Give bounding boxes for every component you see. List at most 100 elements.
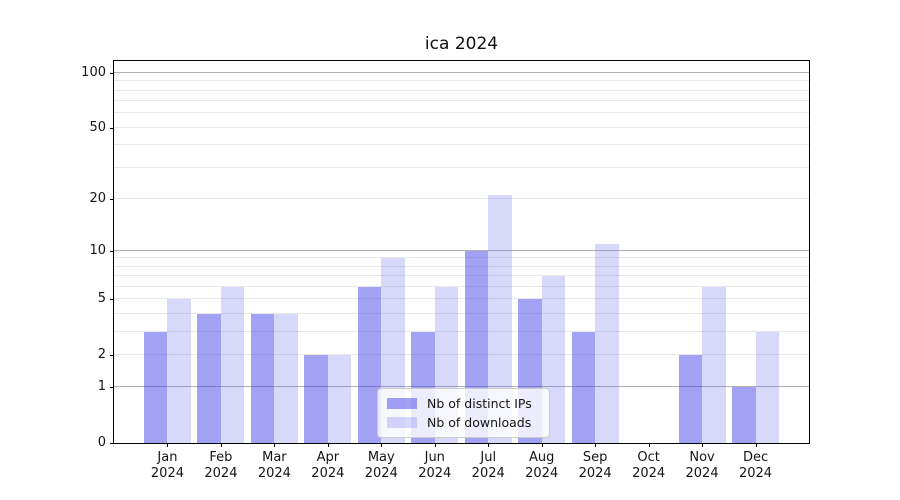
x-tick-jun <box>434 443 436 447</box>
gridline-major-1 <box>114 386 809 388</box>
legend-row-downloads: Nb of downloads <box>387 415 540 430</box>
bar-downloads-apr <box>327 354 352 443</box>
y-tick-label-20: 20 <box>89 190 106 206</box>
gridline-minor-3 <box>114 330 809 332</box>
bar-ips-dec <box>732 387 756 443</box>
bar-downloads-dec <box>755 331 780 443</box>
x-tick-sep <box>595 443 597 447</box>
year-label: 2024 <box>738 466 773 481</box>
x-tick-dec <box>755 443 757 447</box>
gridline-minor-2 <box>114 353 809 355</box>
y-tick-1 <box>110 387 114 389</box>
year-label: 2024 <box>311 466 345 481</box>
month-label: Aug <box>528 450 555 465</box>
bar-downloads-jul <box>488 195 512 443</box>
x-tick-label-apr: Apr 2024 <box>286 450 370 482</box>
year-label: 2024 <box>632 466 666 481</box>
legend: Nb of distinct IPs Nb of downloads <box>377 388 550 438</box>
legend-row-distinct-ips: Nb of distinct IPs <box>387 396 540 411</box>
x-tick-label-dec: Dec 2024 <box>714 450 798 482</box>
x-tick-apr <box>327 443 329 447</box>
bar-downloads-jan <box>167 299 191 443</box>
gridline-minor-50 <box>114 126 809 128</box>
y-tick-100 <box>110 72 114 74</box>
bar-downloads-nov <box>702 286 726 443</box>
gridline-minor-5 <box>114 298 809 300</box>
gridline-minor-90 <box>114 80 809 82</box>
month-label: Nov <box>689 450 715 465</box>
gridline-minor-7 <box>114 275 809 277</box>
y-tick-20 <box>110 198 114 200</box>
year-label: 2024 <box>257 466 291 481</box>
y-tick-label-10: 10 <box>89 242 106 258</box>
legend-swatch-downloads <box>387 417 417 428</box>
year-label: 2024 <box>578 466 612 481</box>
bar-downloads-mar <box>274 313 298 443</box>
bar-ips-feb <box>197 313 221 443</box>
gridline-minor-6 <box>114 285 809 287</box>
y-tick-label-2: 2 <box>97 346 106 362</box>
x-tick-label-may: May 2024 <box>339 450 423 482</box>
y-tick-2 <box>110 354 114 356</box>
bar-ips-nov <box>678 354 703 443</box>
x-tick-feb <box>220 443 222 447</box>
y-tick-label-5: 5 <box>97 291 106 307</box>
month-label: Feb <box>209 450 233 465</box>
x-tick-mar <box>274 443 276 447</box>
x-tick-label-oct: Oct 2024 <box>607 450 691 482</box>
gridline-minor-4 <box>114 312 809 314</box>
y-tick-label-100: 100 <box>81 64 106 80</box>
x-tick-label-jul: Jul 2024 <box>446 450 530 482</box>
x-tick-may <box>381 443 383 447</box>
y-tick-5 <box>110 299 114 301</box>
gridline-minor-80 <box>114 89 809 91</box>
x-tick-jul <box>488 443 490 447</box>
year-label: 2024 <box>418 466 452 481</box>
x-tick-label-feb: Feb 2024 <box>179 450 263 482</box>
bar-ips-jan <box>143 331 168 443</box>
gridline-major-100 <box>114 71 809 73</box>
bar-ips-mar <box>250 313 275 443</box>
month-label: Apr <box>316 450 340 465</box>
year-label: 2024 <box>685 466 719 481</box>
x-tick-label-mar: Mar 2024 <box>232 450 316 482</box>
gridline-major-10 <box>114 249 809 251</box>
year-label: 2024 <box>150 466 184 481</box>
gridline-minor-60 <box>114 112 809 114</box>
x-tick-aug <box>541 443 543 447</box>
year-label: 2024 <box>525 466 559 481</box>
month-label: Oct <box>637 450 660 465</box>
legend-label-downloads: Nb of downloads <box>427 415 532 430</box>
x-tick-label-aug: Aug 2024 <box>500 450 584 482</box>
x-tick-label-jun: Jun 2024 <box>393 450 477 482</box>
gridline-minor-20 <box>114 197 809 199</box>
y-tick-50 <box>110 127 114 129</box>
x-tick-label-sep: Sep 2024 <box>553 450 637 482</box>
y-tick-label-1: 1 <box>97 379 106 395</box>
x-tick-label-nov: Nov 2024 <box>660 450 744 482</box>
x-tick-oct <box>648 443 650 447</box>
bar-downloads-sep <box>595 243 619 443</box>
month-label: Sep <box>582 450 608 465</box>
month-label: May <box>367 450 395 465</box>
x-tick-jan <box>167 443 169 447</box>
month-label: Dec <box>742 450 769 465</box>
plot-area: 0 1 2 5 10 20 50 100 Jan 2024 Feb 2024 Mar 2024 Apr 202… <box>81 60 810 481</box>
legend-swatch-distinct-ips <box>387 398 417 409</box>
x-tick-label-jan: Jan 2024 <box>125 450 209 482</box>
gridline-minor-70 <box>114 100 809 102</box>
year-label: 2024 <box>204 466 238 481</box>
gridline-minor-30 <box>114 166 809 168</box>
bar-downloads-feb <box>220 286 245 443</box>
month-label: Mar <box>262 450 287 465</box>
month-label: Jul <box>480 450 497 465</box>
month-label: Jan <box>157 450 178 465</box>
y-tick-10 <box>110 250 114 252</box>
bar-ips-apr <box>304 354 328 443</box>
month-label: Jun <box>424 450 445 465</box>
y-tick-0 <box>110 443 114 444</box>
gridline-minor-40 <box>114 144 809 146</box>
year-label: 2024 <box>471 466 505 481</box>
bar-ips-sep <box>571 331 596 443</box>
